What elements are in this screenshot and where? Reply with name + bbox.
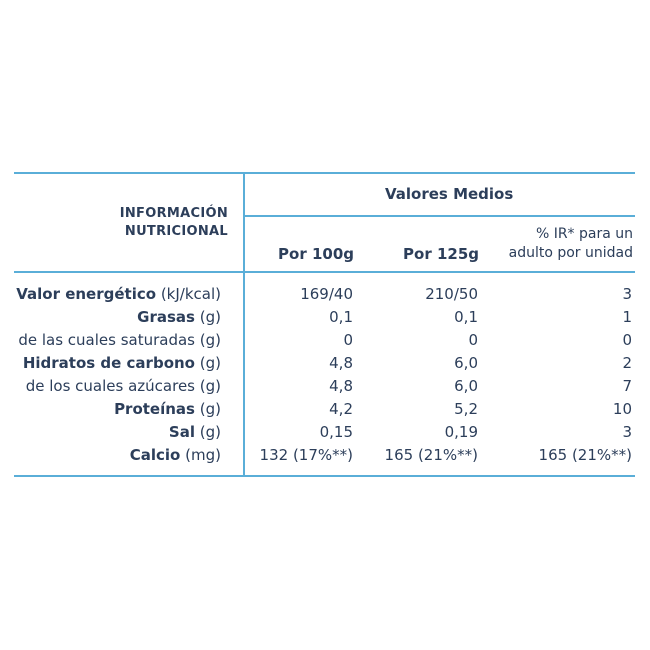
value-per-125g: 0,1 xyxy=(454,308,478,326)
value-ir: 0 xyxy=(622,331,632,349)
table-row: Valor energético (kJ/kcal) 169/40 210/50 3 xyxy=(14,283,635,306)
value-ir: 7 xyxy=(622,377,632,395)
value-per-100g: 4,8 xyxy=(329,354,353,372)
table-row: Grasas (g) 0,1 0,1 1 xyxy=(14,306,635,329)
col-ir-header: % IR* para un adulto por unidad xyxy=(509,225,633,263)
table-row: de los cuales azúcares (g) 4,8 6,0 7 xyxy=(14,375,635,398)
nutrient-label: de las cuales saturadas (g) xyxy=(18,331,221,349)
table-row: Sal (g) 0,15 0,19 3 xyxy=(14,421,635,444)
table-row: Proteínas (g) 4,2 5,2 10 xyxy=(14,398,635,421)
value-per-100g: 0,1 xyxy=(329,308,353,326)
value-per-100g: 4,2 xyxy=(329,400,353,418)
value-per-125g: 6,0 xyxy=(454,377,478,395)
group-header: Valores Medios xyxy=(385,185,514,203)
table-row: de las cuales saturadas (g) 0 0 0 xyxy=(14,329,635,352)
nutrient-label: Sal (g) xyxy=(169,423,221,441)
nutrient-label: Grasas (g) xyxy=(137,308,221,326)
value-ir: 3 xyxy=(622,423,632,441)
nutrient-name: Calcio xyxy=(129,446,181,464)
nutrient-name: Sal xyxy=(168,423,195,441)
value-per-125g: 6,0 xyxy=(454,354,478,372)
value-per-125g: 5,2 xyxy=(454,400,478,418)
value-per-125g: 165 (21%**) xyxy=(384,446,478,464)
nutrient-unit: (mg) xyxy=(185,446,221,464)
col-ir-line-1: % IR* para un xyxy=(535,226,633,242)
group-rule xyxy=(243,215,635,217)
nutrient-label: Valor energético (kJ/kcal) xyxy=(16,285,221,303)
table-row: Hidratos de carbono (g) 4,8 6,0 2 xyxy=(14,352,635,375)
col-per-125g-header: Por 125g xyxy=(403,245,479,263)
value-per-125g: 210/50 xyxy=(425,285,478,303)
value-per-100g: 169/40 xyxy=(300,285,353,303)
nutrient-unit: (g) xyxy=(199,400,221,418)
nutrient-unit: (g) xyxy=(199,377,221,395)
value-ir: 1 xyxy=(622,308,632,326)
nutrient-name: Grasas xyxy=(137,308,195,326)
value-per-100g: 132 (17%**) xyxy=(259,446,353,464)
nutrient-name: Proteínas xyxy=(114,400,195,418)
nutrient-unit: (g) xyxy=(199,331,221,349)
value-per-125g: 0 xyxy=(468,331,478,349)
nutrient-label: Proteínas (g) xyxy=(114,400,221,418)
table-title: INFORMACIÓN NUTRICIONAL xyxy=(120,205,228,241)
title-line-1: INFORMACIÓN xyxy=(119,206,228,221)
column-divider xyxy=(243,172,245,477)
col-per-100g-header: Por 100g xyxy=(278,245,354,263)
nutrient-label: de los cuales azúcares (g) xyxy=(26,377,221,395)
nutrient-unit: (kJ/kcal) xyxy=(160,285,221,303)
col-ir-line-2: adulto por unidad xyxy=(508,245,633,261)
nutrient-name: de las cuales saturadas xyxy=(18,331,195,349)
nutrient-name: Hidratos de carbono xyxy=(22,354,195,372)
value-per-125g: 0,19 xyxy=(444,423,478,441)
nutrient-unit: (g) xyxy=(199,423,221,441)
value-ir: 3 xyxy=(622,285,632,303)
header-rule xyxy=(14,271,635,273)
value-per-100g: 0 xyxy=(343,331,353,349)
nutrient-label: Calcio (mg) xyxy=(130,446,221,464)
value-per-100g: 4,8 xyxy=(329,377,353,395)
nutrient-unit: (g) xyxy=(199,308,221,326)
nutrient-name: de los cuales azúcares xyxy=(25,377,195,395)
bottom-rule xyxy=(14,475,635,477)
table-row: Calcio (mg) 132 (17%**) 165 (21%**) 165 (21… xyxy=(14,444,635,467)
top-rule xyxy=(14,172,635,174)
value-ir: 10 xyxy=(612,400,632,418)
value-per-100g: 0,15 xyxy=(319,423,353,441)
value-ir: 165 (21%**) xyxy=(538,446,632,464)
value-ir: 2 xyxy=(622,354,632,372)
nutrient-name: Valor energético xyxy=(16,285,157,303)
nutrient-label: Hidratos de carbono (g) xyxy=(23,354,221,372)
nutrient-unit: (g) xyxy=(199,354,221,372)
title-line-2: NUTRICIONAL xyxy=(124,224,228,239)
